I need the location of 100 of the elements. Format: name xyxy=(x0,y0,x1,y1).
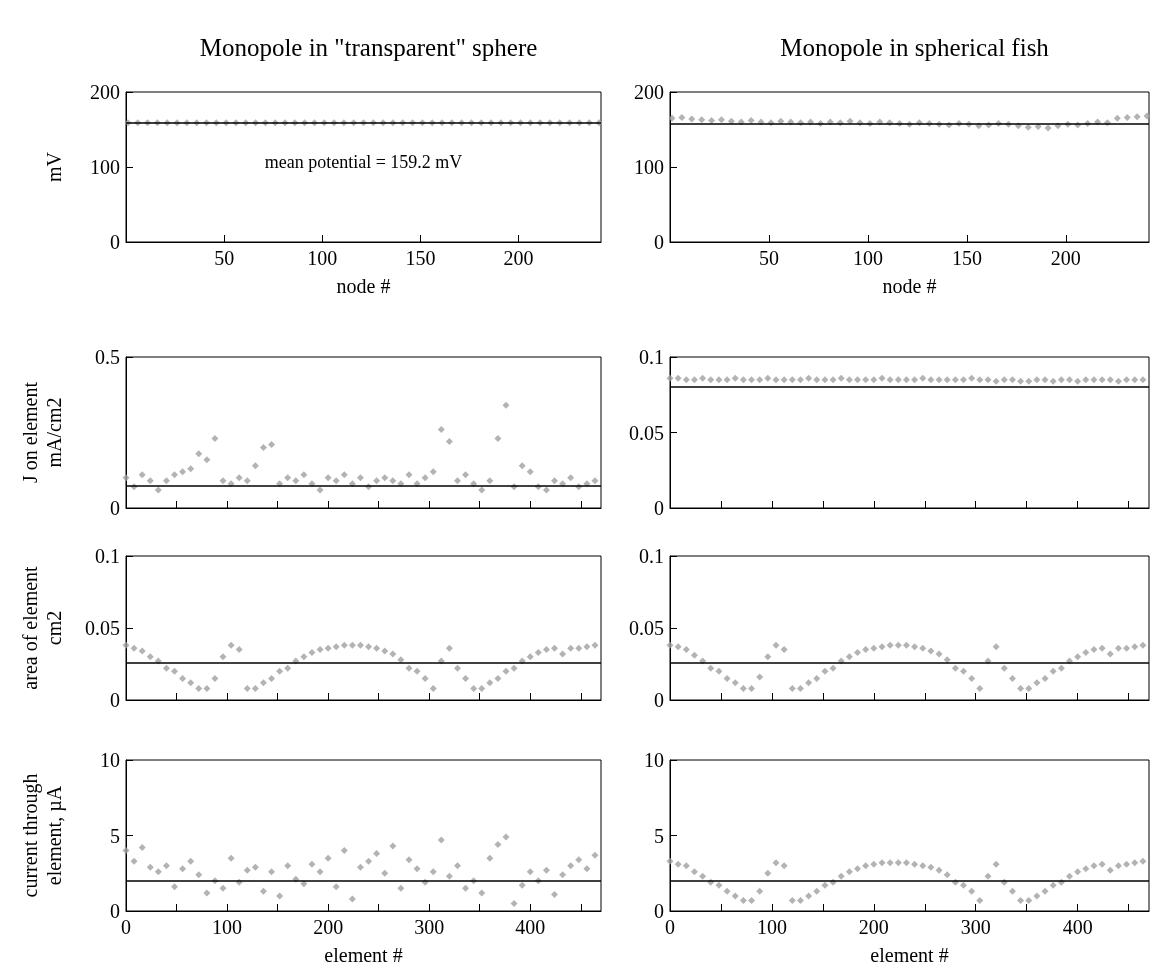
y-axis-title: area of element cm2 xyxy=(19,565,65,690)
point xyxy=(324,854,332,862)
point xyxy=(187,465,195,473)
point xyxy=(138,471,146,479)
point xyxy=(992,643,1000,651)
point xyxy=(796,684,804,692)
point xyxy=(935,866,943,874)
point xyxy=(723,887,731,895)
x-tick-label: 100 xyxy=(307,247,338,269)
y-tick-label: 0.05 xyxy=(629,617,664,639)
point xyxy=(862,862,870,870)
point xyxy=(854,648,862,656)
point xyxy=(219,884,227,892)
x-axis-title: node # xyxy=(882,275,937,297)
point xyxy=(927,647,935,655)
point xyxy=(235,646,243,654)
point xyxy=(764,653,772,661)
point xyxy=(1143,112,1151,120)
point xyxy=(195,450,203,458)
point xyxy=(559,871,567,879)
point xyxy=(445,872,453,880)
point xyxy=(179,674,187,682)
y-tick-label: 0.05 xyxy=(85,617,120,639)
point xyxy=(453,862,461,870)
point xyxy=(405,664,413,672)
point xyxy=(243,866,251,874)
point xyxy=(1106,866,1114,874)
point xyxy=(559,650,567,658)
x-tick-label: 50 xyxy=(758,247,779,269)
point xyxy=(542,486,550,494)
point xyxy=(731,679,739,687)
y-tick-label: 10 xyxy=(100,749,120,771)
point xyxy=(211,435,219,443)
point xyxy=(227,641,235,649)
point xyxy=(510,664,518,672)
point xyxy=(162,664,170,672)
point xyxy=(1066,872,1074,880)
x-axis-title: element # xyxy=(870,944,949,966)
point xyxy=(373,850,381,858)
point xyxy=(1024,123,1032,131)
point xyxy=(130,857,138,865)
point xyxy=(179,865,187,873)
point xyxy=(502,667,510,675)
point xyxy=(1114,644,1122,652)
point xyxy=(567,862,575,870)
point xyxy=(316,486,324,494)
point xyxy=(772,641,780,649)
point xyxy=(502,833,510,841)
y-tick-label: 100 xyxy=(90,156,120,178)
point xyxy=(698,116,706,124)
point xyxy=(348,895,356,903)
point xyxy=(171,471,179,479)
point xyxy=(788,684,796,692)
point xyxy=(845,868,853,876)
point xyxy=(276,667,284,675)
point xyxy=(251,684,259,692)
point xyxy=(494,435,502,443)
point xyxy=(688,115,696,123)
point xyxy=(542,646,550,654)
point xyxy=(462,674,470,682)
point xyxy=(682,646,690,654)
point xyxy=(1033,679,1041,687)
point xyxy=(780,862,788,870)
point xyxy=(421,674,429,682)
point xyxy=(567,474,575,482)
point xyxy=(195,871,203,879)
y-tick-label: 10 xyxy=(644,749,664,771)
x-tick-label: 150 xyxy=(405,247,436,269)
point xyxy=(678,114,686,121)
point xyxy=(756,887,764,895)
y-tick-label: 0 xyxy=(110,231,120,253)
point xyxy=(1041,674,1049,682)
point xyxy=(1017,684,1025,692)
point xyxy=(381,869,389,877)
point xyxy=(300,471,308,479)
y-axis-title: mV xyxy=(43,151,65,182)
point xyxy=(805,679,813,687)
point xyxy=(1025,684,1033,692)
x-tick-label: 300 xyxy=(960,916,991,938)
y-tick-label: 0.5 xyxy=(95,346,120,368)
point xyxy=(502,401,510,409)
point xyxy=(268,868,276,876)
point xyxy=(992,860,1000,868)
point xyxy=(821,667,829,675)
point xyxy=(1090,862,1098,870)
y-tick-label: 0.1 xyxy=(639,346,664,368)
point xyxy=(968,674,976,682)
point xyxy=(854,865,862,873)
point xyxy=(405,471,413,479)
point xyxy=(583,865,591,873)
point xyxy=(837,872,845,880)
point xyxy=(894,641,902,649)
point xyxy=(739,896,747,904)
point xyxy=(894,859,902,867)
point xyxy=(813,674,821,682)
point xyxy=(575,644,583,652)
point xyxy=(731,892,739,900)
point xyxy=(878,859,886,867)
point xyxy=(308,860,316,868)
point xyxy=(1113,114,1121,122)
